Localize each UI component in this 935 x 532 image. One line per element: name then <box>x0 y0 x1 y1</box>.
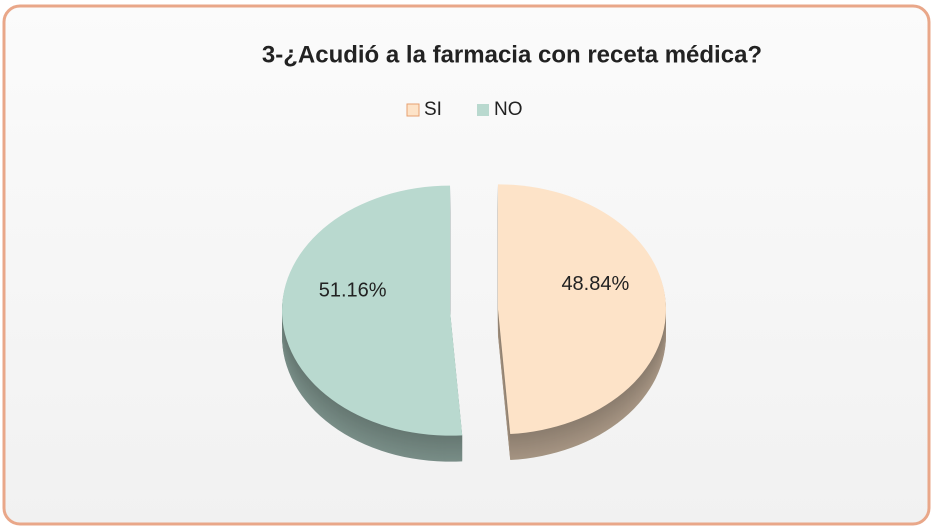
pie-slice-group <box>282 185 463 462</box>
legend-label: SI <box>424 99 442 120</box>
legend-swatch <box>406 103 420 117</box>
legend-swatch <box>477 104 489 116</box>
legend-label: NO <box>494 99 523 120</box>
chart-frame <box>2 4 931 526</box>
data-label: 48.84% <box>561 273 629 295</box>
pie-slice <box>497 184 666 435</box>
pie-slice-group <box>497 184 666 461</box>
chart-title: 3-¿Acudió a la farmacia con receta médic… <box>262 41 762 68</box>
data-label: 51.16% <box>319 280 387 302</box>
pie-slice <box>282 185 463 436</box>
